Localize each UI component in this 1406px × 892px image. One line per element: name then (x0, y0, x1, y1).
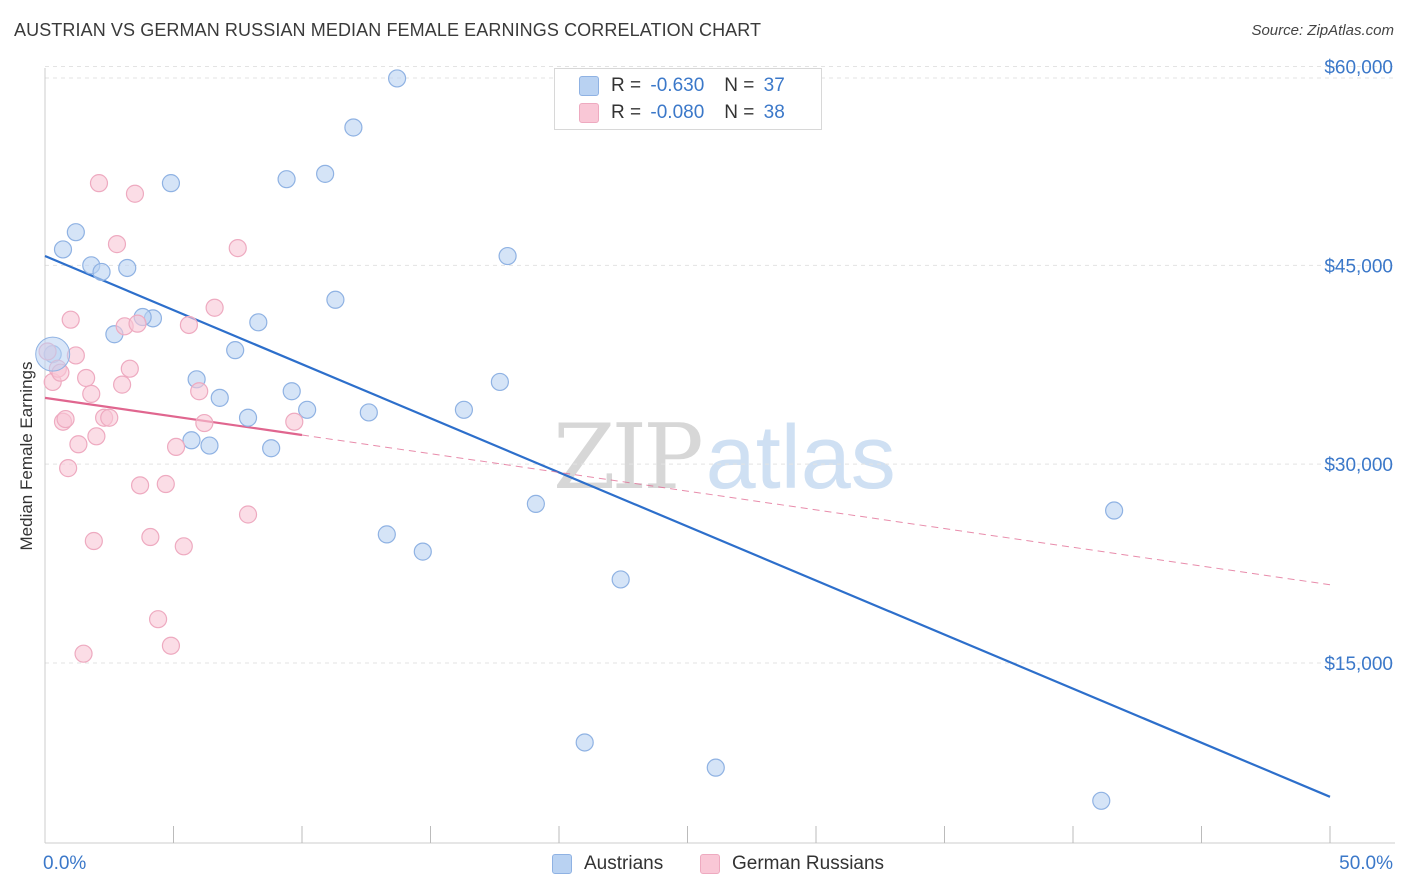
austrian-point (66, 223, 85, 242)
austrian-point (238, 408, 258, 427)
n-value: 38 (763, 102, 785, 123)
austrian-point (200, 436, 219, 455)
austrian-point (53, 240, 73, 259)
austrian-point (344, 118, 363, 137)
n-label: N = (724, 75, 755, 96)
german-russians-swatch (579, 103, 599, 123)
legend-item-austrians[interactable]: Austrians (552, 851, 663, 877)
austrian-point (706, 758, 725, 777)
german-russian-point (174, 537, 193, 556)
austrian-point (92, 262, 111, 282)
german-russian-point (205, 298, 224, 317)
austrian-point (575, 733, 594, 752)
austrian-point (359, 403, 378, 422)
chart-source: Source: ZipAtlas.com (1251, 22, 1394, 39)
n-label: N = (724, 102, 755, 123)
german-russian-point (125, 184, 145, 203)
r-label: R = (611, 75, 642, 96)
x-tick-label-min: 0.0% (43, 853, 86, 874)
tick-labels: $15,000 $30,000 $45,000 $60,000 0.0% 50.0% (43, 58, 1393, 874)
german-russian-point (195, 413, 214, 433)
german-russian-point (112, 375, 132, 394)
stats-row-austrians: R = -0.630 N = 37 (579, 74, 785, 98)
german-russian-point (238, 505, 258, 524)
german-russian-point (59, 459, 78, 478)
german-russian-point (161, 636, 181, 655)
legend-item-german-russians[interactable]: German Russians (700, 851, 884, 877)
german-russians-trend-line-extension (301, 434, 1331, 586)
german-russian-point (56, 409, 75, 429)
austrian-point (277, 170, 296, 189)
german-russians-trend-line (44, 396, 303, 437)
german-russian-point (107, 235, 127, 254)
german-russian-point (89, 174, 109, 193)
german-russian-point (141, 527, 160, 547)
austrian-point (1092, 791, 1111, 810)
austrian-point (226, 341, 245, 360)
german-russian-point (166, 437, 186, 457)
y-tick-label: $15,000 (1324, 654, 1393, 675)
r-value: -0.630 (650, 75, 705, 96)
trend-lines (44, 255, 1331, 798)
y-tick-label: $60,000 (1324, 58, 1393, 79)
austrian-point (377, 525, 396, 544)
chart-title: AUSTRIAN VS GERMAN RUSSIAN MEDIAN FEMALE… (14, 20, 762, 40)
german-russian-point (69, 435, 88, 454)
german-russian-point (100, 408, 119, 427)
german-russian-point (61, 310, 80, 329)
austrian-point (298, 400, 317, 419)
austrian-point (1105, 501, 1124, 520)
german-russian-point (128, 314, 147, 333)
german-russian-point (74, 644, 93, 663)
legend-label-german-russians: German Russians (732, 853, 885, 874)
austrian-point (118, 258, 137, 278)
austrian-point (182, 431, 201, 450)
austrian-point (454, 400, 474, 419)
austrian-point (526, 494, 545, 513)
austrian-point (413, 542, 432, 561)
austrians-swatch (579, 76, 599, 96)
y-tick-label: $30,000 (1324, 455, 1393, 476)
r-value: -0.080 (650, 102, 705, 123)
german-russian-point (285, 412, 304, 431)
stats-legend: R = -0.630 N = 37 R = -0.080 N = 38 (554, 68, 822, 130)
austrian-point (326, 290, 345, 309)
german-russian-point (130, 476, 150, 495)
austrian-point (262, 439, 281, 458)
grid-lines (45, 66, 1395, 664)
german-russian-point (84, 531, 103, 551)
y-axis-label: Median Female Earnings (17, 361, 36, 551)
data-points (35, 69, 1124, 810)
x-tick-label-max: 50.0% (1339, 853, 1393, 874)
german-russian-point (228, 238, 247, 258)
n-value: 37 (763, 75, 785, 96)
austrian-point (282, 382, 301, 401)
german-russian-point (120, 359, 139, 378)
legend-label-austrians: Austrians (584, 853, 664, 874)
austrians-legend-swatch (552, 854, 572, 874)
german-russian-point (156, 474, 175, 494)
r-label: R = (611, 102, 642, 123)
austrian-point (316, 164, 335, 183)
austrian-point (387, 69, 407, 88)
austrian-point (498, 246, 517, 266)
german-russians-legend-swatch (700, 854, 720, 874)
german-russian-point (77, 368, 96, 388)
german-russian-point (82, 384, 101, 403)
german-russian-point (87, 427, 106, 446)
german-russian-point (190, 382, 209, 401)
y-tick-label: $45,000 (1324, 256, 1393, 277)
austrians-trend-line (44, 255, 1331, 798)
stats-row-german-russians: R = -0.080 N = 38 (579, 101, 785, 125)
austrian-point (210, 388, 229, 407)
austrian-point-large (35, 336, 71, 372)
german-russian-point (179, 315, 199, 335)
german-russian-point (148, 610, 168, 629)
axes (44, 68, 1395, 844)
austrian-point (161, 174, 181, 193)
austrian-point (490, 372, 509, 392)
austrian-point (611, 570, 630, 589)
austrian-point (249, 313, 268, 332)
